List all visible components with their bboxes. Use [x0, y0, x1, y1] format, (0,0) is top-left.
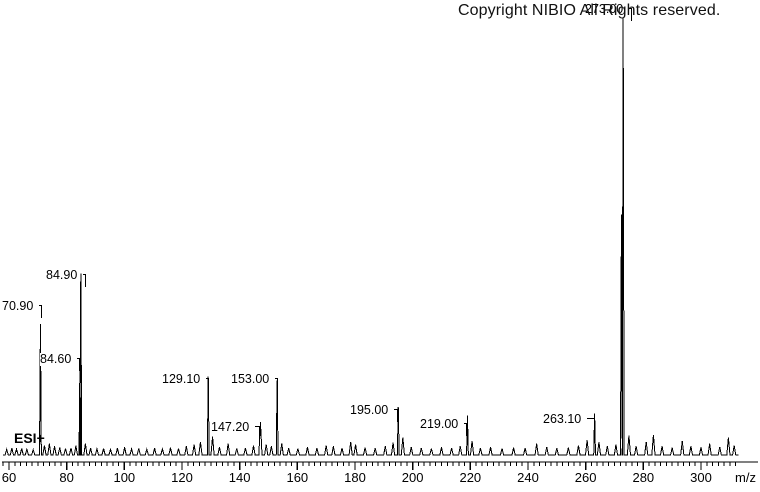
ionization-mode-label: ESI+	[14, 430, 45, 446]
peak-label: 263.10	[543, 412, 582, 426]
x-axis-tick-label: 140	[228, 470, 251, 485]
peak-label: 84.90	[46, 268, 78, 282]
peak-label-leader-line	[464, 423, 468, 436]
x-axis-tick-label: 80	[59, 470, 74, 485]
peak-label-leader-line	[394, 409, 399, 422]
x-axis-tick-label: 260	[574, 470, 597, 485]
x-axis-tick-label: 160	[286, 470, 309, 485]
peak-label-leader-line	[255, 426, 261, 439]
peak-label: 147.20	[211, 420, 250, 434]
x-axis-tick-label: 240	[517, 470, 539, 485]
peak-label: 70.90	[2, 299, 34, 313]
peak-label: 153.00	[231, 372, 270, 386]
peak-label-leader-line	[83, 274, 86, 287]
x-axis-title: m/z	[735, 470, 756, 485]
peak-label-leader-line	[275, 378, 278, 391]
peak-label: 195.00	[350, 403, 389, 417]
x-axis-tick-label: 300	[690, 470, 712, 485]
x-axis-tick-label: 120	[171, 470, 193, 485]
peak-label: 84.60	[40, 352, 72, 366]
peak-label-leader-line	[77, 358, 80, 371]
peak-label-leader-line	[39, 305, 42, 318]
peak-label-leader-line	[587, 418, 595, 431]
peak-label: 219.00	[420, 417, 459, 431]
x-axis-tick-label: 200	[401, 470, 424, 485]
x-axis-tick-label: 180	[344, 470, 366, 485]
peak-label: 129.10	[162, 372, 201, 386]
peak-label-leader-line	[206, 378, 209, 391]
peak-label-leader-line	[629, 8, 632, 21]
x-axis-tick-label: 220	[459, 470, 482, 485]
copyright-notice: Copyright NIBIO All Rights reserved.	[458, 2, 721, 19]
x-axis-tick-label: 280	[632, 470, 655, 485]
peak-label: 273.00	[585, 2, 624, 16]
x-axis-tick-label: 100	[113, 470, 136, 485]
x-axis-tick-label: 60	[1, 470, 17, 485]
